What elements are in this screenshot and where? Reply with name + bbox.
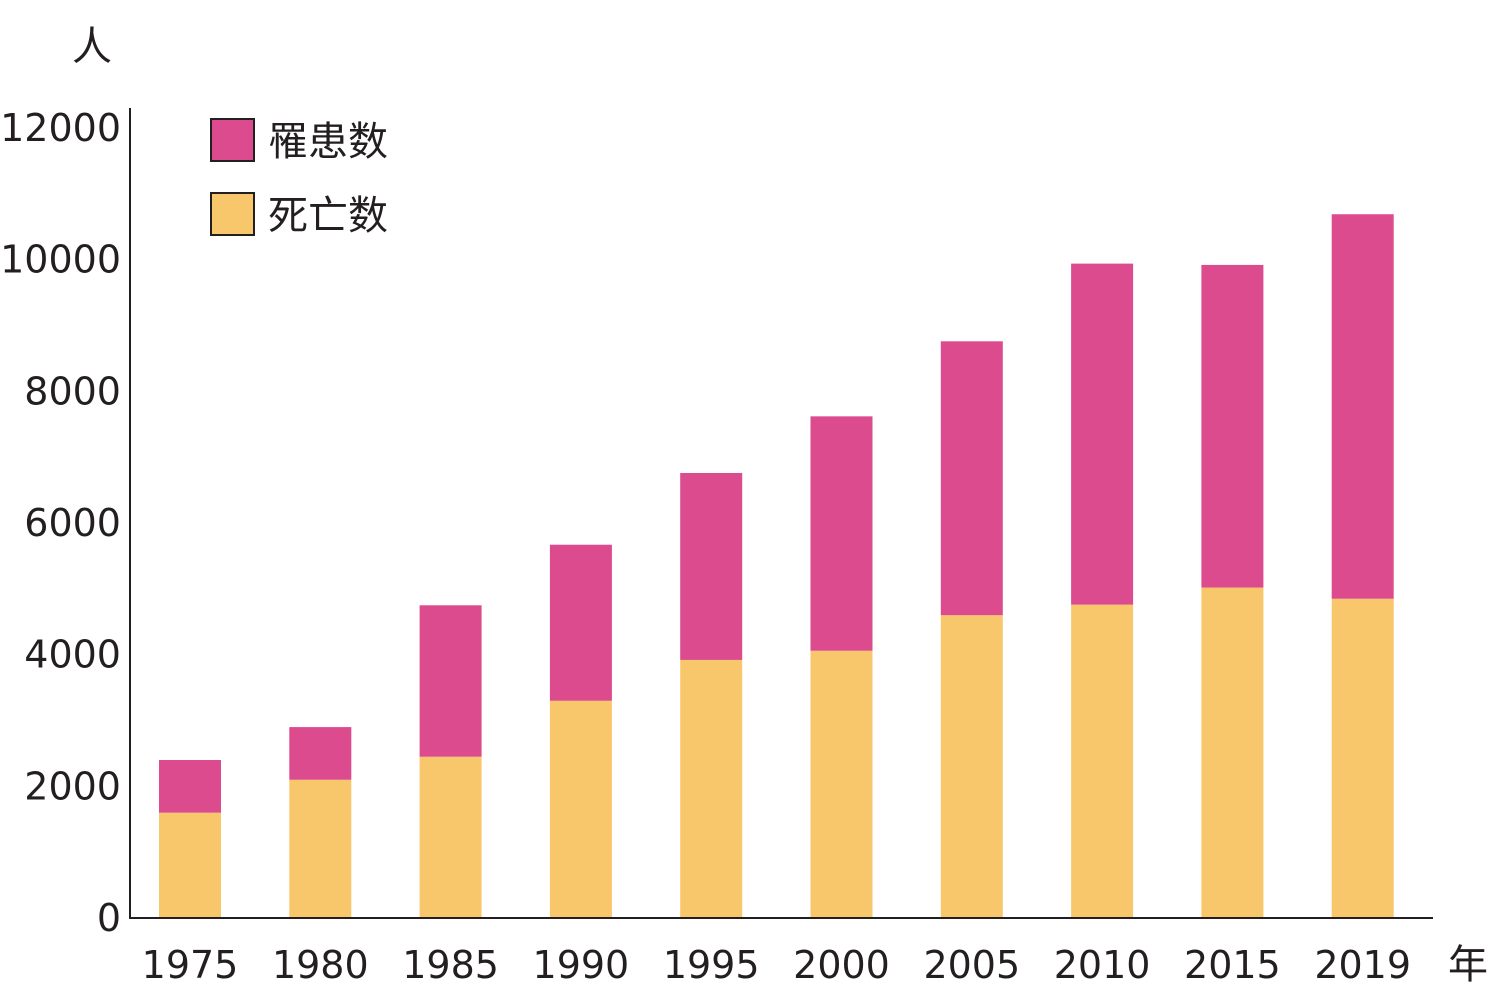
x-tick-label: 1990 — [533, 943, 630, 987]
x-tick-label: 2019 — [1314, 943, 1411, 987]
y-tick-labels: 0 2000 4000 6000 8000 10000 12000 — [0, 106, 121, 940]
bar-2015-incidence — [1201, 264, 1264, 588]
x-tick-label: 2005 — [923, 943, 1020, 987]
bar-1980-incidence — [289, 727, 352, 780]
legend-label: 死亡数 — [268, 193, 388, 239]
x-tick-label: 1975 — [142, 943, 239, 987]
x-tick-label: 1980 — [272, 943, 369, 987]
bar-1990-deaths — [549, 700, 612, 918]
x-tick-label: 1995 — [663, 943, 760, 987]
bar-1995-incidence — [680, 472, 743, 660]
bar-2010-incidence — [1071, 263, 1134, 605]
bar-2019-deaths — [1331, 598, 1394, 918]
bars-group — [159, 214, 1394, 918]
bar-1975-deaths — [159, 812, 221, 918]
bar-1985-incidence — [419, 605, 482, 757]
bar-2000-deaths — [810, 650, 873, 918]
x-axis-unit: 年 — [1448, 942, 1488, 988]
bar-1995-deaths — [680, 659, 743, 918]
bar-2019-incidence — [1331, 214, 1394, 599]
bar-2015-deaths — [1201, 587, 1264, 918]
legend-label: 罹患数 — [268, 119, 388, 165]
legend-swatch — [210, 118, 255, 162]
bar-2000-incidence — [810, 416, 873, 651]
x-tick-label: 2015 — [1184, 943, 1281, 987]
y-axis-unit: 人 — [72, 24, 112, 70]
y-tick-label: 10000 — [0, 238, 121, 282]
y-tick-label: 8000 — [24, 369, 121, 413]
bar-1990-incidence — [549, 544, 612, 701]
y-tick-label: 12000 — [0, 106, 121, 150]
x-tick-label: 2010 — [1054, 943, 1151, 987]
y-tick-label: 4000 — [24, 633, 121, 677]
legend-swatch — [210, 192, 255, 236]
bar-1985-deaths — [419, 756, 482, 918]
x-tick-labels: 1975 1980 1985 1990 1995 2000 2005 2010 2015 2019 — [142, 943, 1411, 987]
x-tick-label: 1985 — [402, 943, 499, 987]
bar-1980-deaths — [289, 779, 352, 918]
y-tick-label: 2000 — [24, 764, 121, 808]
y-tick-label: 6000 — [24, 501, 121, 545]
bar-2010-deaths — [1071, 604, 1134, 918]
bar-1975-incidence — [159, 760, 221, 813]
bar-2005-incidence — [940, 341, 1003, 616]
bar-2005-deaths — [940, 615, 1003, 918]
x-tick-label: 2000 — [793, 943, 890, 987]
y-tick-label: 0 — [97, 896, 121, 940]
